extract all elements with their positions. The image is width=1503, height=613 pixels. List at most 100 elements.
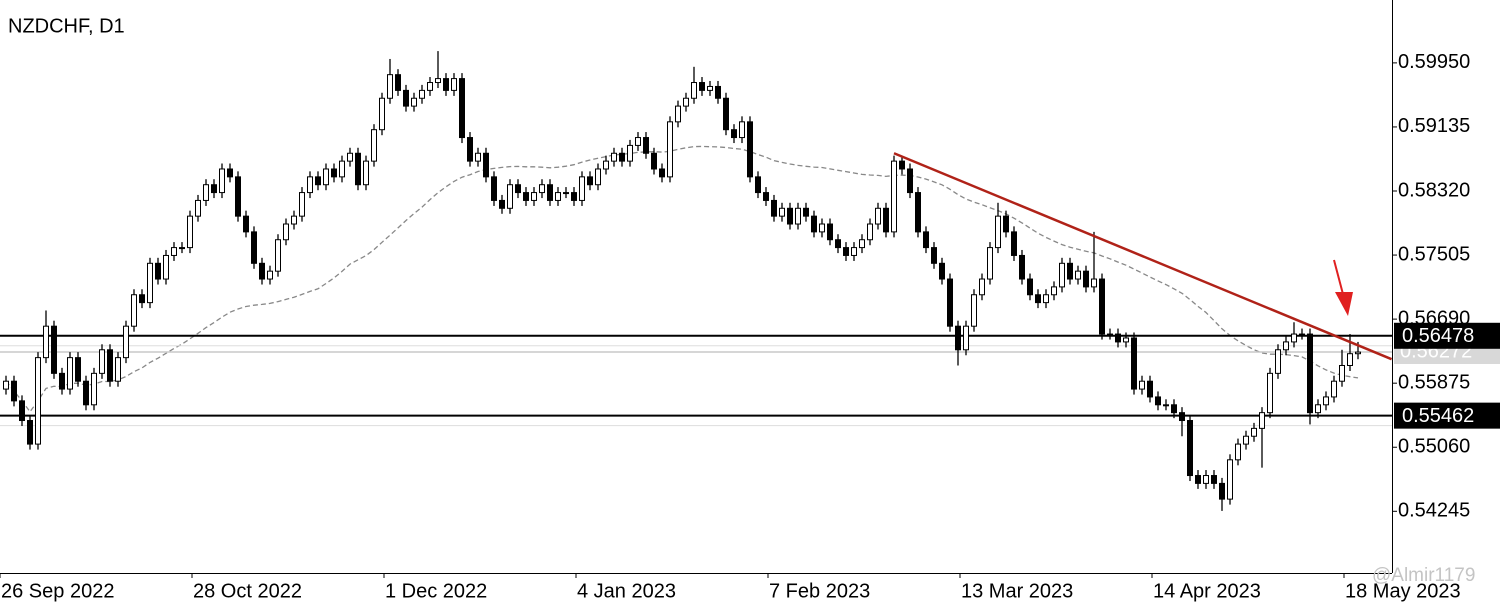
y-tick-label: 0.59135	[1398, 115, 1470, 137]
chart-title: NZDCHF, D1	[8, 15, 125, 37]
candle-body	[771, 199, 777, 217]
candle-body	[627, 144, 633, 162]
candle-body	[899, 160, 905, 170]
candle-body	[1003, 215, 1009, 233]
candle-body	[1227, 459, 1233, 500]
candle-body	[1299, 333, 1305, 336]
candle-body	[803, 207, 809, 217]
candle-body	[147, 262, 153, 304]
candle-body	[675, 105, 681, 123]
candle-body	[1259, 412, 1265, 429]
candle-body	[419, 89, 425, 99]
candle-body	[667, 121, 673, 178]
candle-body	[1027, 278, 1033, 296]
candle-body	[291, 215, 297, 225]
candle-body	[275, 239, 281, 272]
x-tick-label: 1 Dec 2022	[385, 580, 487, 602]
candle-body	[635, 137, 641, 146]
candle-body	[643, 137, 649, 154]
y-tick-label: 0.55875	[1398, 371, 1470, 393]
y-tick-label: 0.58320	[1398, 179, 1470, 201]
candle-body	[947, 278, 953, 327]
candle-body	[355, 152, 361, 186]
candle-body	[227, 168, 233, 178]
candle-body	[987, 247, 993, 280]
candle-body	[139, 294, 145, 304]
candle-body	[11, 380, 17, 402]
candle-body	[1339, 364, 1345, 382]
candle-body	[739, 121, 745, 139]
candle-body	[459, 78, 465, 139]
candle-body	[1331, 380, 1337, 398]
level-box	[1394, 402, 1500, 429]
candle-body	[571, 192, 577, 201]
candle-body	[1123, 337, 1129, 343]
candle-body	[715, 85, 721, 99]
candle-body	[267, 270, 273, 280]
level-label: 0.55462	[1402, 405, 1474, 427]
candle-body	[763, 192, 769, 201]
x-tick-label: 26 Sep 2022	[1, 580, 114, 602]
candle-body	[251, 231, 257, 264]
candle-body	[795, 207, 801, 225]
candle-body	[683, 97, 689, 107]
candle-body	[435, 78, 441, 84]
candle-body	[235, 176, 241, 217]
candle-body	[523, 192, 529, 201]
arrow-head	[1335, 292, 1353, 316]
candle-body	[1115, 333, 1121, 343]
candle-body	[27, 420, 33, 445]
candle-body	[1267, 372, 1273, 414]
candle-body	[1091, 278, 1097, 288]
candle-body	[995, 215, 1001, 249]
candle-body	[323, 168, 329, 186]
candle-body	[731, 129, 737, 139]
candle-body	[483, 152, 489, 178]
candle-body	[1155, 396, 1161, 406]
y-tick-label: 0.54245	[1398, 500, 1470, 522]
candle-body	[67, 357, 73, 390]
candle-body	[307, 176, 313, 194]
candle-body	[907, 168, 913, 194]
candle-body	[963, 325, 969, 351]
candle-body	[99, 349, 105, 374]
candle-body	[171, 247, 177, 256]
candle-body	[923, 231, 929, 249]
candle-body	[1315, 404, 1321, 414]
candle-body	[411, 97, 417, 107]
candle-body	[123, 325, 129, 359]
trendline	[893, 152, 1393, 361]
candle-body	[299, 192, 305, 217]
candle-body	[1139, 380, 1145, 390]
candle-body	[859, 239, 865, 249]
candle-body	[651, 152, 657, 170]
candle-body	[1219, 482, 1225, 500]
candle-body	[75, 357, 81, 382]
candle-body	[499, 199, 505, 209]
candle-body	[395, 74, 401, 91]
candle-body	[1107, 333, 1113, 336]
candle-body	[403, 89, 409, 107]
candle-body	[1195, 475, 1201, 484]
candle-body	[1083, 270, 1089, 288]
candle-body	[931, 247, 937, 264]
x-tick-label: 18 May 2023	[1345, 580, 1461, 602]
candle-body	[851, 247, 857, 256]
candle-body	[1355, 351, 1361, 355]
candle-body	[979, 278, 985, 296]
candle-body	[1323, 396, 1329, 406]
candle-body	[883, 207, 889, 233]
candle-body	[51, 325, 57, 374]
candle-body	[363, 160, 369, 186]
candle-body	[179, 247, 185, 250]
candle-body	[1283, 341, 1289, 351]
candle-body	[1035, 294, 1041, 304]
candle-body	[211, 184, 217, 194]
candle-body	[1163, 404, 1169, 407]
candle-body	[819, 223, 825, 233]
candle-body	[1275, 349, 1281, 374]
candle-body	[83, 380, 89, 406]
candle-body	[867, 223, 873, 241]
candle-body	[1147, 380, 1153, 398]
